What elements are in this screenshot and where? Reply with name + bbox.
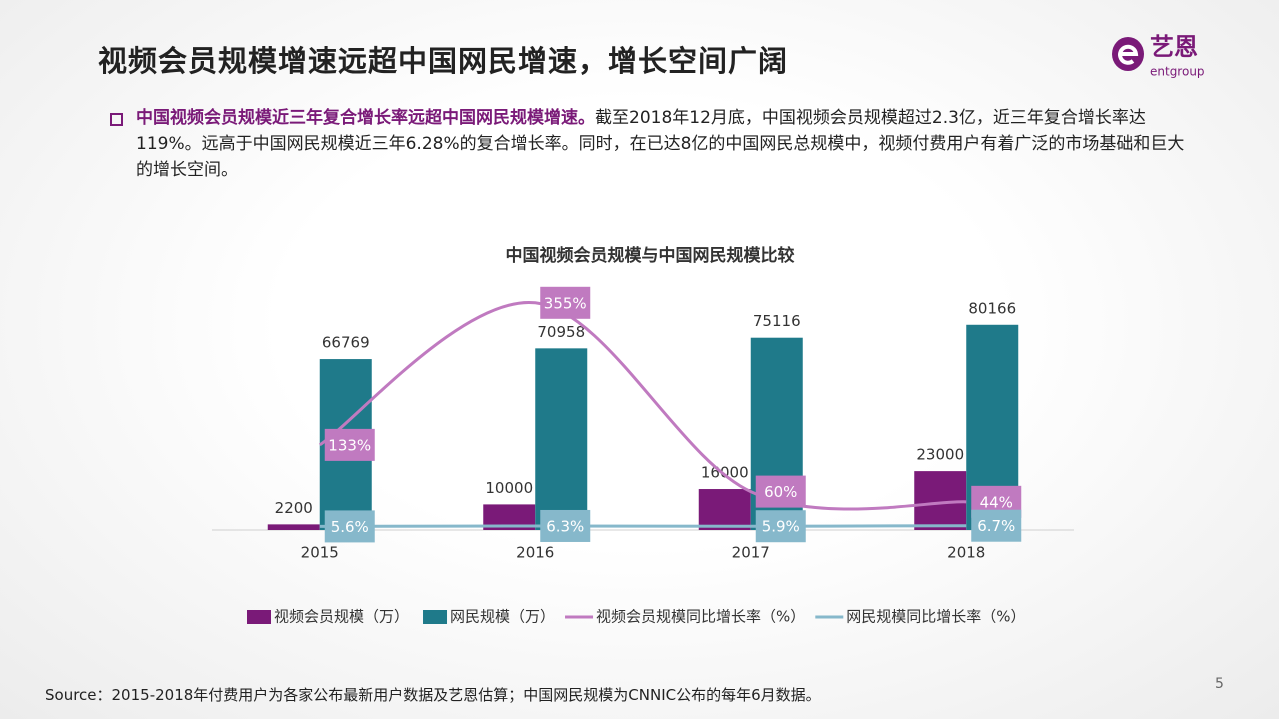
legend-label: 视频会员规模（万） [274, 608, 409, 626]
line-value-label: 44% [980, 493, 1013, 511]
line-value-label: 5.6% [331, 518, 369, 536]
line-value-label: 133% [328, 436, 371, 454]
chart-title: 中国视频会员规模与中国网民规模比较 [506, 245, 795, 266]
x-tick-label: 2016 [516, 544, 554, 562]
bar-value-label: 75116 [753, 312, 801, 330]
legend-label: 网民规模同比增长率（%） [846, 608, 1025, 626]
bar [535, 348, 588, 530]
line-value-label: 6.3% [546, 517, 584, 535]
value-label-box [324, 428, 375, 461]
bar-value-label: 70958 [537, 323, 585, 341]
x-tick-label: 2015 [301, 544, 339, 562]
page-number: 5 [1215, 676, 1224, 692]
value-label-box [540, 286, 591, 319]
source: Source：2015-2018年付费用户为各家公布最新用户数据及艺恩估算；中国… [45, 686, 821, 704]
line-value-label: 355% [544, 294, 587, 312]
value-label-box [324, 510, 375, 543]
value-label-box [755, 510, 806, 543]
logo-cn: 艺恩 [1150, 33, 1198, 61]
x-tick-label: 2017 [732, 544, 770, 562]
bar [267, 524, 320, 530]
summary-body: 截至2018年12月底，中国视频会员规模超过2.3亿，近三年复合增长率达119%… [136, 108, 1185, 180]
slide-title: 视频会员规模增速远超中国网民增速，增长空间广阔 [98, 44, 789, 78]
bar-value-label: 66769 [322, 334, 370, 352]
value-label-box [540, 509, 591, 542]
summary-bold: 中国视频会员规模近三年复合增长率远超中国网民规模增速。 [136, 108, 595, 128]
bar-value-label: 16000 [701, 464, 749, 482]
logo-en: entgroup [1150, 65, 1205, 79]
line [319, 524, 967, 528]
summary: 中国视频会员规模近三年复合增长率远超中国网民规模增速。截至2018年12月底，中… [110, 105, 1190, 183]
value-label-box [755, 475, 806, 508]
bar-value-label: 2200 [275, 499, 313, 517]
bullet [110, 113, 123, 126]
logo-e [1118, 44, 1139, 65]
value-label-box [971, 509, 1022, 542]
legend-label: 视频会员规模同比增长率（%） [596, 608, 805, 626]
legend-swatch [423, 610, 448, 624]
summary-text: 中国视频会员规模近三年复合增长率远超中国网民规模增速。截至2018年12月底，中… [136, 105, 1190, 183]
line-value-label: 60% [764, 483, 797, 501]
bar-value-label: 10000 [485, 479, 533, 497]
line [318, 301, 967, 511]
logo: 艺恩 entgroup [1112, 33, 1205, 79]
bar [698, 489, 751, 530]
legend-swatch [247, 610, 271, 624]
line-value-label: 5.9% [762, 518, 800, 536]
bar-value-label: 23000 [916, 446, 964, 464]
x-tick-label: 2018 [947, 544, 985, 562]
legend-label: 网民规模（万） [450, 608, 555, 626]
line-value-label: 6.7% [977, 517, 1015, 535]
bar-value-label: 80166 [968, 299, 1016, 317]
